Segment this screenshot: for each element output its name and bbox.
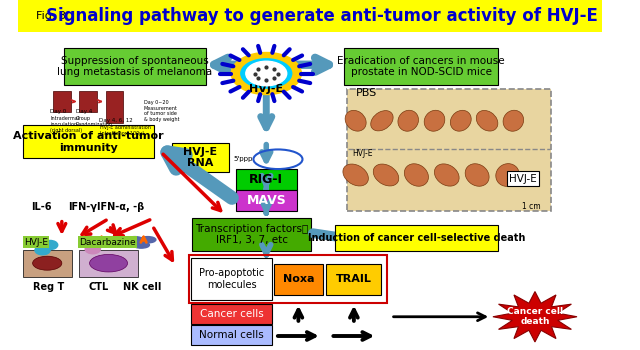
Ellipse shape: [374, 164, 398, 186]
Ellipse shape: [435, 164, 460, 186]
Ellipse shape: [346, 110, 366, 131]
Ellipse shape: [127, 237, 143, 243]
FancyBboxPatch shape: [22, 250, 72, 276]
Text: CTL: CTL: [88, 282, 109, 292]
FancyBboxPatch shape: [22, 125, 154, 158]
Ellipse shape: [140, 237, 156, 243]
Text: Eradication of cancers in mouse
prostate in NOD-SCID mice: Eradication of cancers in mouse prostate…: [337, 56, 505, 77]
Text: Intradermal
inoculation
(right dorsal): Intradermal inoculation (right dorsal): [50, 116, 83, 133]
FancyBboxPatch shape: [344, 48, 498, 85]
FancyBboxPatch shape: [18, 0, 602, 32]
Circle shape: [85, 245, 100, 254]
FancyBboxPatch shape: [274, 264, 323, 295]
Text: HVJ-E: HVJ-E: [24, 238, 48, 247]
Ellipse shape: [33, 256, 62, 270]
FancyBboxPatch shape: [335, 225, 498, 251]
FancyBboxPatch shape: [106, 91, 123, 122]
Text: Induction of cancer cell-selective death: Induction of cancer cell-selective death: [308, 233, 525, 243]
Text: PBS: PBS: [356, 88, 377, 98]
Circle shape: [91, 239, 106, 248]
FancyBboxPatch shape: [326, 264, 381, 295]
FancyBboxPatch shape: [236, 190, 297, 211]
Ellipse shape: [503, 110, 524, 131]
FancyBboxPatch shape: [53, 91, 70, 112]
Text: Noxa: Noxa: [283, 274, 314, 284]
Circle shape: [29, 237, 45, 246]
Text: Group
Randomization: Group Randomization: [76, 116, 112, 127]
Text: Cancer cells: Cancer cells: [200, 309, 264, 319]
Ellipse shape: [424, 111, 445, 131]
Text: HVJ-E: HVJ-E: [249, 84, 284, 94]
Text: HVJ-E
RNA: HVJ-E RNA: [184, 147, 218, 168]
Circle shape: [79, 235, 95, 244]
Text: Day 4: Day 4: [76, 109, 93, 114]
Text: 5'ppp: 5'ppp: [233, 156, 252, 162]
Text: Transcription factors：
IRF1, 3, 7, etc: Transcription factors： IRF1, 3, 7, etc: [195, 224, 308, 245]
FancyBboxPatch shape: [63, 48, 206, 85]
Text: Day 0~20
Measurement
of tumor side
& body weight: Day 0~20 Measurement of tumor side & bod…: [143, 100, 179, 122]
Ellipse shape: [343, 164, 368, 186]
Text: HVJ-E administration
Intratumor, 100μL: HVJ-E administration Intratumor, 100μL: [100, 125, 150, 136]
Text: IFN-α, -β: IFN-α, -β: [97, 202, 144, 212]
FancyBboxPatch shape: [191, 258, 272, 300]
Text: Suppression of spontaneous
lung metastasis of melanoma: Suppression of spontaneous lung metastas…: [57, 56, 212, 77]
Text: Activation of anti-tumor
immunity: Activation of anti-tumor immunity: [13, 131, 163, 153]
Ellipse shape: [404, 164, 429, 186]
Text: Day 4, 6, 12: Day 4, 6, 12: [99, 118, 132, 123]
Ellipse shape: [477, 110, 497, 131]
Text: MAVS: MAVS: [246, 194, 286, 207]
Text: 1 cm: 1 cm: [522, 202, 540, 211]
Polygon shape: [493, 292, 577, 342]
Ellipse shape: [133, 242, 150, 248]
FancyBboxPatch shape: [172, 143, 230, 172]
Text: Dacarbazine: Dacarbazine: [79, 238, 136, 247]
Circle shape: [35, 246, 50, 255]
FancyBboxPatch shape: [79, 91, 97, 112]
Ellipse shape: [465, 164, 490, 186]
Text: RIG-I: RIG-I: [249, 173, 284, 186]
Text: Day 0: Day 0: [50, 109, 67, 114]
FancyBboxPatch shape: [347, 89, 551, 211]
FancyBboxPatch shape: [192, 218, 311, 251]
Circle shape: [42, 240, 58, 250]
Circle shape: [246, 61, 287, 86]
Ellipse shape: [371, 110, 392, 131]
Text: Reg T: Reg T: [33, 282, 64, 292]
Text: HVJ-E: HVJ-E: [509, 174, 536, 183]
Text: Signaling pathway to generate anti-tumor activity of HVJ-E: Signaling pathway to generate anti-tumor…: [46, 7, 598, 25]
Text: Normal cells: Normal cells: [199, 330, 264, 340]
FancyBboxPatch shape: [191, 325, 272, 345]
Text: NK cell: NK cell: [124, 282, 162, 292]
FancyBboxPatch shape: [191, 304, 272, 324]
Text: IL-6: IL-6: [31, 202, 52, 212]
Ellipse shape: [90, 254, 127, 272]
Text: Fig. 3: Fig. 3: [36, 11, 65, 21]
Text: TRAIL: TRAIL: [336, 274, 372, 284]
Text: Pro-apoptotic
molecules: Pro-apoptotic molecules: [199, 268, 264, 290]
Ellipse shape: [397, 110, 419, 131]
FancyBboxPatch shape: [236, 169, 297, 190]
Ellipse shape: [451, 110, 471, 131]
Text: Cancer cell
death: Cancer cell death: [507, 307, 563, 327]
Text: IFN-γ: IFN-γ: [68, 202, 97, 212]
Text: HVJ-E: HVJ-E: [352, 149, 372, 158]
FancyBboxPatch shape: [79, 250, 138, 276]
Ellipse shape: [495, 164, 519, 186]
